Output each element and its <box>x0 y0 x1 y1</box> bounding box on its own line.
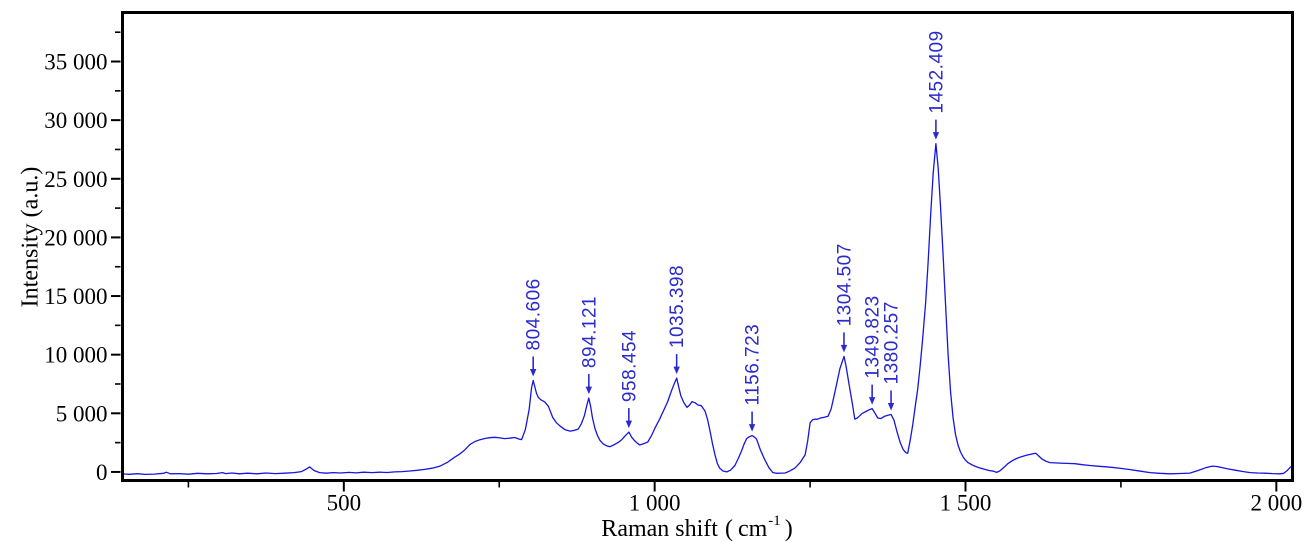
peak-down-arrow-icon <box>585 386 593 395</box>
peak-value-label: 894.121 <box>579 296 600 368</box>
peak-down-arrow-icon <box>748 424 756 432</box>
peak-value-label: 1349.823 <box>863 295 884 378</box>
peak-down-arrow-icon <box>673 366 680 375</box>
x-axis-tick-label: 2 000 <box>1250 491 1302 516</box>
y-axis-tick-label: 5 000 <box>56 401 108 426</box>
peak-value-label: 1380.257 <box>882 301 903 384</box>
peak-down-arrow-icon <box>529 368 537 377</box>
plot-frame <box>121 11 1294 482</box>
y-axis-title: Intensity (a.u.) <box>17 166 44 308</box>
x-axis-title-text: Raman shift <box>601 516 718 542</box>
peak-value-label: 1035.398 <box>667 265 688 348</box>
x-axis-title-paren-open: ( <box>724 516 733 542</box>
peak-value-label: 1452.409 <box>926 30 947 113</box>
peak-down-arrow-icon <box>932 132 940 140</box>
x-axis-title-paren-close: ) <box>784 516 793 542</box>
x-axis-title: Raman shift(cm-1) <box>601 512 793 542</box>
peak-value-label: 1156.723 <box>743 324 764 406</box>
y-axis-tick-label: 10 000 <box>44 343 107 368</box>
y-axis-tick-label: 30 000 <box>44 108 107 133</box>
x-axis-title-exponent: -1 <box>768 512 781 529</box>
peak-value-label: 958.454 <box>619 330 640 402</box>
y-axis-tick-label: 0 <box>96 460 108 485</box>
peak-down-arrow-icon <box>840 344 848 353</box>
peak-value-label: 804.606 <box>524 278 545 350</box>
x-axis-title-unit: cm <box>737 516 768 542</box>
y-axis-tick-label: 35 000 <box>44 50 107 75</box>
peak-down-arrow-icon <box>625 420 633 429</box>
spectrum-curve <box>121 142 1293 476</box>
y-axis-tick-label: 20 000 <box>44 225 107 250</box>
peak-down-arrow-icon <box>887 402 895 411</box>
y-axis-tick-label: 25 000 <box>44 167 107 192</box>
x-axis-tick-label: 1 500 <box>940 491 992 516</box>
y-axis-tick-label: 15 000 <box>44 284 107 309</box>
x-axis-tick-label: 500 <box>327 491 362 516</box>
peak-value-label: 1304.507 <box>834 243 855 326</box>
peak-down-arrow-icon <box>868 397 876 405</box>
x-axis-tick-label: 1 000 <box>629 491 681 516</box>
